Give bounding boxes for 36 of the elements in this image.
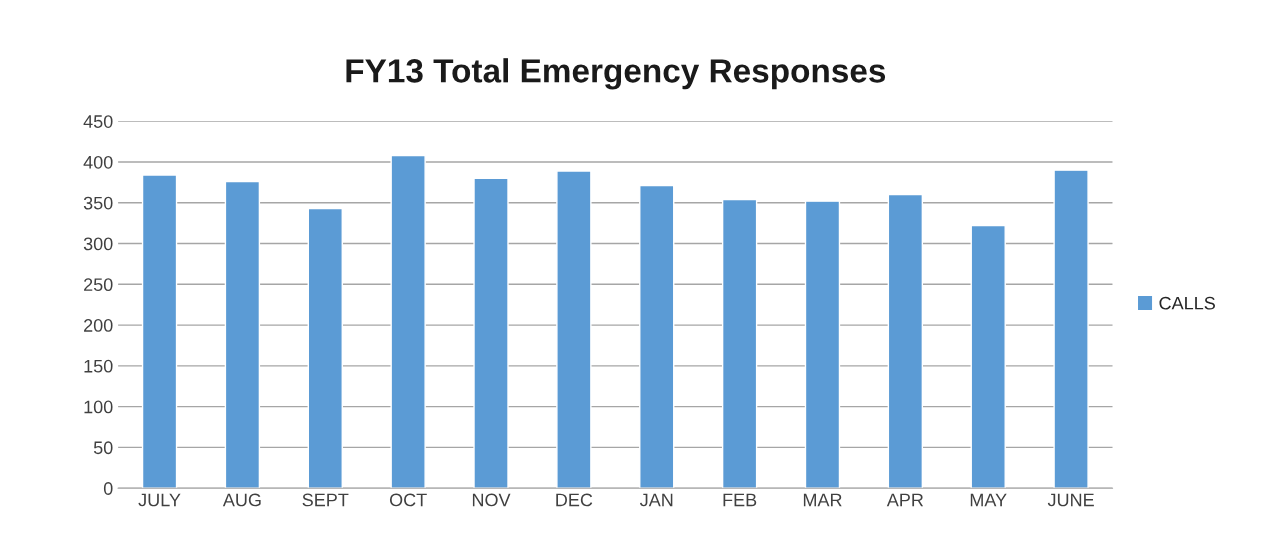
x-tick-label: OCT — [389, 493, 427, 507]
bar — [307, 207, 343, 489]
bar — [970, 224, 1006, 489]
y-tick-label: 50 — [93, 441, 113, 455]
chart-title: FY13 Total Emergency Responses — [346, 58, 886, 90]
y-tick-label: 350 — [83, 196, 113, 210]
y-tick-label: 400 — [83, 155, 113, 169]
x-tick-label: FEB — [723, 493, 757, 507]
y-tick-label: 150 — [84, 359, 113, 373]
bar — [390, 154, 426, 489]
x-tick-label: NOV — [472, 493, 511, 507]
bar — [1053, 169, 1089, 489]
bar — [721, 198, 758, 489]
x-tick-label: SEPT — [302, 493, 349, 507]
legend-label: CALLS — [1159, 296, 1215, 310]
y-tick-label: 250 — [84, 278, 113, 292]
bar — [141, 174, 178, 489]
y-tick-label: 100 — [84, 400, 113, 414]
x-tick-label: JAN — [639, 493, 673, 507]
x-tick-label: JUNE — [1047, 493, 1094, 507]
x-tick-label: MAY — [970, 493, 1007, 507]
bar — [556, 170, 592, 489]
x-tick-label: DEC — [556, 493, 593, 507]
y-tick-label: 0 — [103, 482, 113, 495]
x-tick-label: JULY — [138, 493, 181, 507]
x-tick-label: MAR — [803, 493, 842, 507]
y-tick-label: 300 — [83, 237, 113, 251]
y-tick-label: 450 — [83, 115, 113, 128]
bar — [473, 177, 509, 489]
x-tick-label: AUG — [222, 493, 261, 507]
bar — [887, 193, 924, 489]
bar — [224, 180, 261, 489]
bar — [804, 200, 841, 489]
x-tick-label: APR — [886, 493, 924, 507]
y-tick-label: 200 — [84, 319, 113, 332]
bar — [639, 184, 675, 489]
